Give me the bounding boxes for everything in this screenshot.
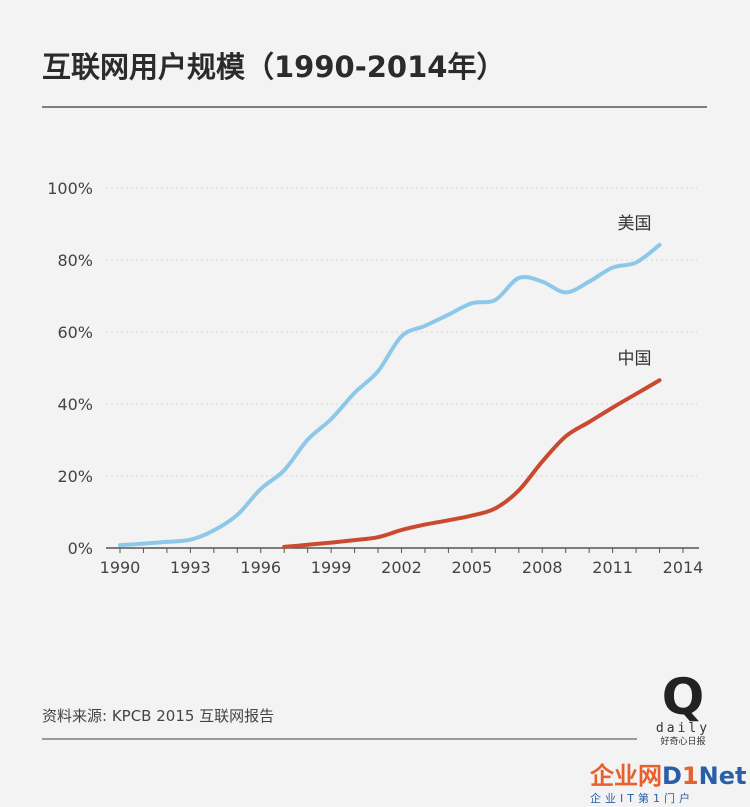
x-tick-label: 1999 [311,558,352,577]
logo-tagline: 好奇心日报 [660,737,706,747]
y-axis-ticks: 0% 20% 40% 60% 80% 100% [47,179,93,558]
x-tick-label: 2011 [592,558,633,577]
series-lines [118,242,662,549]
y-tick-label: 0% [68,539,93,558]
x-tick-label: 2008 [522,558,563,577]
source-note: 资料来源: KPCB 2015 互联网报告 [42,707,275,725]
watermark-sub: 企业IT第1门户 [590,792,694,805]
watermark: 企业网D1Net 企业IT第1门户 [590,762,750,806]
y-tick-label: 80% [57,251,93,270]
logo-word: daily [655,721,711,736]
watermark-i: 1 [681,762,699,790]
series-line-china [282,378,662,549]
watermark-net: Net [698,762,747,790]
line-chart: 0% 20% 40% 60% 80% 100% 1990 1993 1996 1999 2002 2… [47,179,704,577]
grid-lines [106,187,697,477]
watermark-d: D [662,762,682,790]
x-tick-label: 2005 [452,558,493,577]
y-tick-label: 100% [47,179,93,198]
qdaily-logo: Q daily 好奇心日报 [652,672,714,748]
logo-letter: Q [661,668,705,726]
y-tick-label: 20% [57,467,93,486]
series-line-us [118,242,662,548]
y-tick-label: 40% [57,395,93,414]
watermark-cn: 企业网 [590,762,662,790]
x-tick-label: 2002 [381,558,422,577]
x-tick-label: 2014 [663,558,704,577]
chart-title: 互联网用户规模（1990-2014年） [42,50,506,84]
x-tick-label: 1996 [240,558,281,577]
x-axis: 1990 1993 1996 1999 2002 2005 2008 2011 2014 [100,547,704,577]
series-label: 美国 [618,214,652,234]
x-tick-label: 1993 [170,558,211,577]
x-tick-label: 1990 [100,558,141,577]
y-tick-label: 60% [57,323,93,342]
source-divider [42,738,637,740]
series-label: 中国 [618,349,652,369]
title-divider [42,106,707,108]
